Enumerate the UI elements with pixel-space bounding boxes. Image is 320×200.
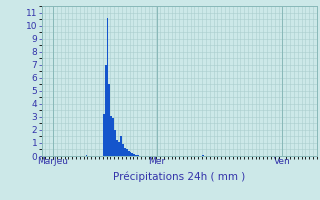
Bar bbox=[202, 155, 204, 156]
X-axis label: Précipitations 24h ( mm ): Précipitations 24h ( mm ) bbox=[113, 172, 245, 182]
Bar bbox=[116, 140, 118, 156]
Bar bbox=[108, 84, 110, 156]
Bar bbox=[118, 142, 120, 156]
Bar bbox=[120, 136, 122, 156]
Bar bbox=[124, 148, 126, 156]
Bar bbox=[135, 155, 137, 156]
Bar bbox=[110, 116, 112, 156]
Bar bbox=[85, 155, 87, 156]
Bar bbox=[132, 153, 133, 156]
Bar bbox=[133, 154, 135, 156]
Bar bbox=[130, 152, 132, 156]
Bar bbox=[128, 151, 130, 156]
Bar bbox=[137, 155, 139, 156]
Bar bbox=[122, 144, 124, 156]
Bar bbox=[105, 65, 107, 156]
Bar bbox=[112, 118, 114, 156]
Bar bbox=[114, 130, 116, 156]
Bar bbox=[103, 114, 105, 156]
Bar bbox=[126, 149, 128, 156]
Bar bbox=[107, 18, 108, 156]
